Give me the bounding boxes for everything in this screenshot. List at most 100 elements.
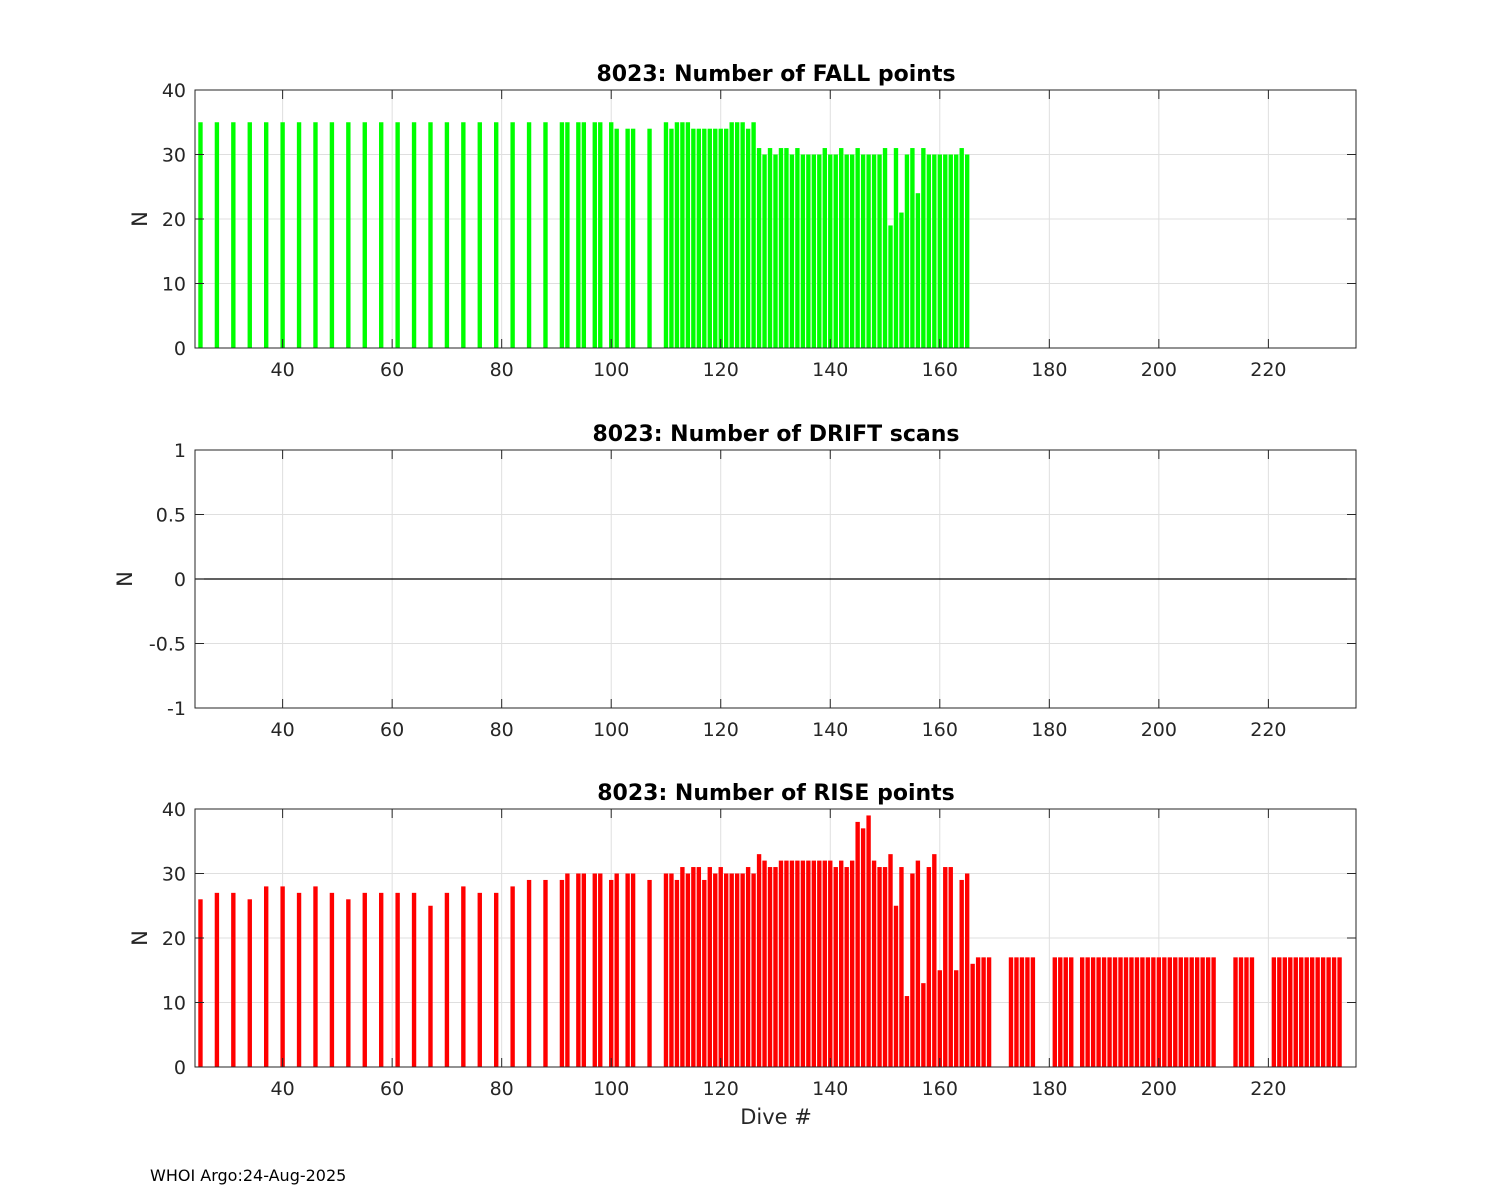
fall-bar [910, 148, 915, 348]
fall-bar [964, 154, 970, 348]
rise-bar [477, 892, 482, 1067]
fall-bar [817, 154, 822, 348]
rise-bar [762, 860, 767, 1067]
rise-bar [494, 892, 499, 1067]
rise-bar [855, 821, 860, 1067]
rise-bar [362, 892, 367, 1067]
rise-bar [1052, 957, 1057, 1067]
rise-bar [1085, 957, 1090, 1067]
fall-bar [756, 148, 762, 348]
rise-bar [1271, 957, 1277, 1067]
rise-bar [1008, 957, 1014, 1067]
fall-bar [729, 122, 734, 348]
fall-bar [871, 154, 877, 348]
fall-bar [954, 154, 959, 348]
fall-bar [198, 122, 203, 348]
rise-xtick-label: 80 [490, 1078, 514, 1100]
fall-bar [526, 122, 532, 348]
rise-bar [871, 860, 877, 1067]
rise-bar [1101, 957, 1107, 1067]
rise-bar [964, 873, 970, 1067]
fall-bar [696, 128, 702, 348]
rise-bar [625, 873, 630, 1067]
rise-bar [669, 873, 674, 1067]
rise-bar [888, 854, 893, 1067]
rise-bar [740, 873, 745, 1067]
rise-bar [1326, 957, 1331, 1067]
rise-bar [1304, 957, 1309, 1067]
rise-bar [1282, 957, 1287, 1067]
rise-bar [1288, 957, 1293, 1067]
fall-bar [926, 154, 932, 348]
rise-bar [1140, 957, 1145, 1067]
rise-bar [1025, 957, 1030, 1067]
rise-bar [609, 879, 614, 1067]
rise-xtick-label: 120 [703, 1078, 739, 1100]
fall-bar [762, 154, 767, 348]
fall-xtick-label: 40 [271, 359, 295, 381]
drift-xtick-label: 40 [271, 719, 295, 741]
fall-xtick-label: 180 [1031, 359, 1067, 381]
rise-xtick-label: 40 [271, 1078, 295, 1100]
rise-bar [1293, 957, 1298, 1067]
fall-xtick-label: 120 [703, 359, 739, 381]
rise-bar [833, 867, 838, 1067]
rise-bar [592, 873, 597, 1067]
rise-bar [663, 873, 669, 1067]
drift-ytick-label: -1 [167, 698, 186, 720]
rise-bar [581, 873, 587, 1067]
drift-panel-title: 8023: Number of DRIFT scans [592, 422, 959, 447]
fall-bar [559, 122, 565, 348]
fall-panel-ylabel: N [128, 211, 152, 227]
fall-bar [888, 225, 893, 348]
fall-bar [663, 122, 669, 348]
drift-xtick-label: 60 [380, 719, 404, 741]
fall-bar [959, 148, 964, 348]
rise-bar [948, 867, 953, 1067]
rise-xtick-label: 200 [1141, 1078, 1177, 1100]
fall-bar [773, 154, 778, 348]
footer-credit: WHOI Argo:24-Aug-2025 [150, 1166, 347, 1185]
fall-xtick-label: 160 [922, 359, 958, 381]
fall-ytick-label: 0 [174, 338, 186, 360]
fall-bar [811, 154, 817, 348]
fall-bar [740, 122, 745, 348]
fall-bar [685, 122, 691, 348]
rise-bar [1107, 957, 1112, 1067]
rise-ytick-label: 0 [174, 1057, 186, 1079]
rise-bar [1184, 957, 1189, 1067]
fall-xtick-label: 200 [1141, 359, 1177, 381]
rise-bar [707, 867, 712, 1067]
fall-bar [795, 148, 800, 348]
fall-bar [806, 154, 811, 348]
rise-bar [296, 892, 302, 1067]
rise-ytick-label: 20 [162, 928, 186, 950]
rise-bar [1211, 957, 1216, 1067]
rise-bar [280, 886, 285, 1067]
fall-bar [860, 154, 866, 348]
rise-bar [1309, 957, 1315, 1067]
fall-bar [734, 122, 740, 348]
fall-bar [702, 128, 707, 348]
rise-bar [1244, 957, 1249, 1067]
rise-bar [411, 892, 417, 1067]
fall-bar [329, 122, 335, 348]
rise-bar [975, 957, 981, 1067]
rise-bar [395, 892, 400, 1067]
fall-bar [713, 128, 718, 348]
rise-bar [1145, 957, 1151, 1067]
fall-ytick-label: 20 [162, 209, 186, 231]
drift-xtick-label: 120 [703, 719, 739, 741]
drift-ytick-label: 0.5 [156, 505, 186, 527]
rise-bar [1337, 957, 1342, 1067]
fall-bar [877, 154, 882, 348]
rise-xtick-label: 100 [593, 1078, 629, 1100]
rise-bar [510, 886, 515, 1067]
rise-bar [630, 873, 636, 1067]
fall-bar [800, 154, 806, 348]
fall-bar [581, 122, 587, 348]
fall-bar [899, 212, 904, 348]
rise-bar [921, 983, 926, 1067]
rise-bar [1238, 957, 1244, 1067]
